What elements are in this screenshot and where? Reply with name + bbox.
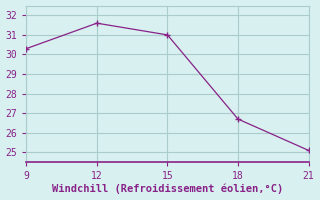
- X-axis label: Windchill (Refroidissement éolien,°C): Windchill (Refroidissement éolien,°C): [52, 184, 283, 194]
